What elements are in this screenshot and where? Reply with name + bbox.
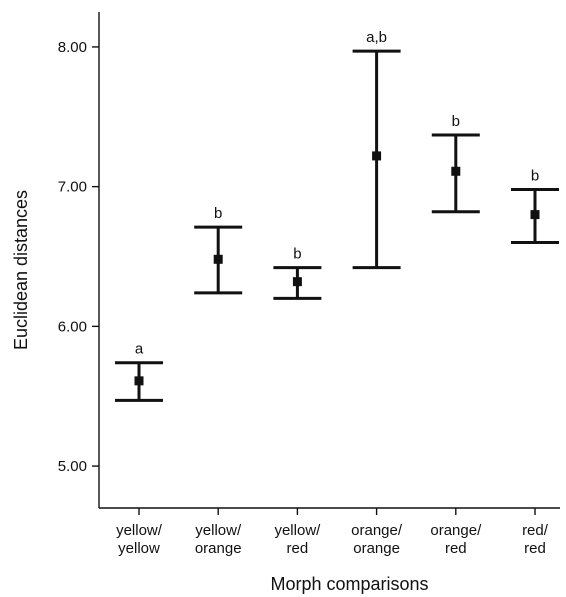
y-tick-label: 8.00: [58, 39, 87, 56]
significance-label: a: [135, 341, 144, 358]
significance-label: b: [214, 205, 222, 222]
x-tick-label: orange: [195, 540, 242, 557]
x-axis-ticks: yellow/yellowyellow/orangeyellow/redoran…: [116, 508, 549, 557]
y-tick-label: 5.00: [58, 458, 87, 475]
x-tick-label: red: [524, 540, 546, 557]
significance-label: b: [531, 167, 539, 184]
x-tick-label: orange/: [351, 522, 403, 539]
x-tick-label: yellow/: [195, 522, 242, 539]
mean-point: [134, 376, 144, 386]
x-tick-label: red/: [522, 522, 549, 539]
y-axis-ticks: 5.00 6.00 7.00 8.00: [58, 39, 99, 475]
y-tick-label: 7.00: [58, 179, 87, 196]
mean-point: [213, 254, 223, 264]
x-tick-label: orange: [353, 540, 400, 557]
axes: [98, 12, 560, 509]
y-axis-title: Euclidean distances: [11, 190, 31, 350]
mean-point: [372, 151, 382, 161]
x-tick-label: red: [287, 540, 309, 557]
significance-label: b: [293, 246, 301, 263]
x-tick-label: orange/: [430, 522, 482, 539]
mean-point: [530, 210, 540, 220]
x-axis-title: Morph comparisons: [270, 574, 428, 594]
significance-label: a,b: [366, 29, 387, 46]
x-tick-label: yellow: [118, 540, 160, 557]
x-tick-label: yellow/: [116, 522, 163, 539]
error-bars: a b b a,b b b: [115, 29, 559, 402]
mean-point: [292, 277, 302, 287]
x-tick-label: red: [445, 540, 467, 557]
x-tick-label: yellow/: [274, 522, 321, 539]
y-tick-label: 6.00: [58, 318, 87, 335]
significance-label: b: [452, 113, 460, 130]
mean-point: [451, 166, 461, 176]
